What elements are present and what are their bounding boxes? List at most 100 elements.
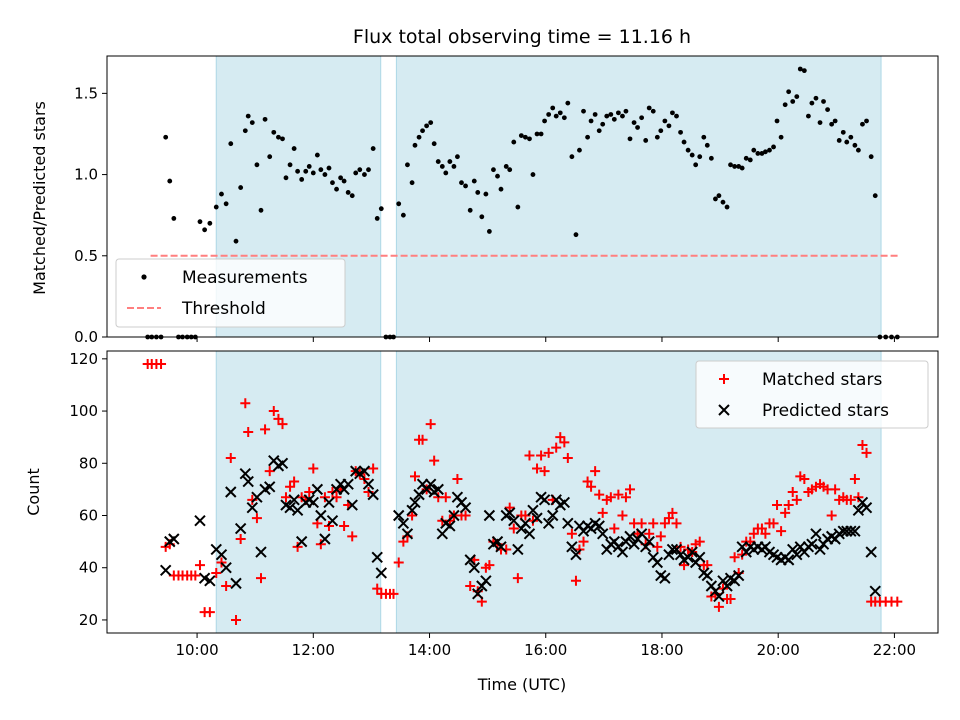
matched-point-145 [729, 552, 740, 563]
matched-point-94 [532, 463, 543, 474]
measurement-point-96 [542, 118, 547, 124]
measurement-point-82 [486, 229, 492, 234]
measurement-point-81 [483, 191, 489, 197]
predicted-point-134 [732, 569, 745, 582]
matched-point-108 [586, 481, 597, 492]
measurement-point-151 [755, 151, 761, 156]
matched-point-153 [760, 528, 771, 539]
measurement-point-139 [708, 155, 714, 161]
measurement-point-121 [639, 115, 645, 121]
y-tick-label-0-3: 1.5 [74, 84, 98, 102]
measurement-point-33 [291, 146, 297, 151]
x-tick-label-5: 20:00 [757, 641, 800, 659]
predicted-point-99 [596, 528, 609, 540]
matched-point-11 [190, 570, 201, 581]
predicted-point-55 [424, 478, 437, 490]
measurement-point-4 [163, 134, 169, 140]
predicted-point-104 [616, 546, 629, 558]
matched-point-114 [609, 523, 620, 534]
measurement-point-14 [207, 220, 213, 226]
predicted-point-117 [666, 543, 679, 556]
predicted-point-8 [220, 562, 232, 574]
measurement-point-173 [840, 129, 846, 135]
y-tick-label-1-1: 40 [79, 559, 98, 577]
measurement-point-86 [503, 164, 509, 169]
legend-label-0: Matched stars [762, 370, 882, 390]
matched-point-150 [748, 528, 759, 539]
predicted-point-167 [860, 501, 873, 514]
matched-point-109 [590, 466, 601, 477]
measurement-point-74 [455, 154, 460, 160]
measurement-point-123 [646, 105, 652, 111]
predicted-point-0 [159, 564, 172, 577]
legend: Measurements Threshold [115, 258, 346, 328]
predicted-point-51 [409, 496, 421, 509]
predicted-point-42 [358, 465, 371, 477]
measurement-point-46 [341, 178, 347, 184]
measurement-point-172 [836, 138, 842, 143]
measurement-point-159 [786, 89, 792, 95]
predicted-point-34 [326, 515, 339, 527]
matched-point-43 [327, 487, 338, 497]
measurement-point-50 [357, 167, 363, 173]
predicted-point-11 [234, 522, 247, 535]
measurement-point-111 [600, 121, 606, 127]
measurement-point-42 [326, 165, 332, 171]
measurement-point-140 [713, 196, 718, 202]
axes-frame-0 [106, 55, 939, 338]
matched-point-14 [204, 607, 215, 618]
measurement-point-84 [495, 173, 500, 179]
matched-point-31 [280, 492, 291, 503]
measurement-point-43 [330, 180, 335, 186]
measurement-point-17 [223, 201, 229, 207]
y-tick-label-1-3: 80 [79, 454, 98, 472]
matched-point-95 [536, 450, 547, 461]
predicted-point-98 [593, 520, 605, 532]
y-tick-label-0-2: 1.0 [74, 166, 98, 184]
predicted-point-69 [480, 575, 492, 587]
measurement-point-145 [732, 164, 738, 169]
predicted-point-106 [624, 530, 636, 543]
predicted-point-57 [432, 483, 444, 496]
measurement-point-170 [829, 121, 835, 127]
measurement-point-160 [790, 99, 796, 104]
matched-point-105 [574, 544, 585, 555]
measurement-point-110 [596, 128, 602, 134]
measurement-point-120 [635, 125, 640, 130]
matched-point-117 [620, 492, 631, 503]
measurement-point-88 [511, 139, 517, 145]
measurement-point-94 [534, 131, 540, 137]
measurement-point-71 [443, 170, 449, 176]
matched-point-93 [527, 515, 538, 526]
matched-point-124 [648, 518, 659, 529]
matched-point-27 [264, 466, 275, 477]
measurement-point-91 [523, 134, 528, 140]
matched-point-76 [460, 510, 471, 521]
predicted-point-115 [659, 572, 671, 584]
x-tick-label-3: 16:00 [524, 641, 567, 659]
y-tick-label-1-2: 60 [79, 507, 98, 525]
matched-point-156 [772, 500, 783, 511]
legend-marker-0 [719, 374, 729, 384]
matched-point-54 [372, 583, 383, 594]
measurement-point-161 [794, 94, 800, 100]
matched-point-38 [308, 463, 319, 474]
measurement-point-6 [171, 216, 177, 221]
measurement-point-102 [565, 100, 571, 106]
measurement-point-28 [271, 129, 277, 135]
measurement-point-178 [860, 121, 865, 127]
measurement-point-44 [334, 186, 339, 192]
matched-point-92 [524, 450, 535, 461]
measurement-point-117 [623, 108, 629, 114]
predicted-point-163 [845, 525, 857, 537]
measurement-point-104 [573, 232, 579, 238]
predicted-point-72 [491, 535, 504, 548]
measurement-point-23 [249, 120, 255, 125]
predicted-point-48 [397, 517, 410, 530]
measurement-point-163 [801, 68, 807, 74]
matched-point-121 [636, 518, 647, 529]
measurement-point-21 [242, 128, 248, 134]
matched-point-106 [578, 536, 589, 547]
matched-point-62 [407, 510, 418, 521]
predicted-point-131 [721, 580, 733, 592]
